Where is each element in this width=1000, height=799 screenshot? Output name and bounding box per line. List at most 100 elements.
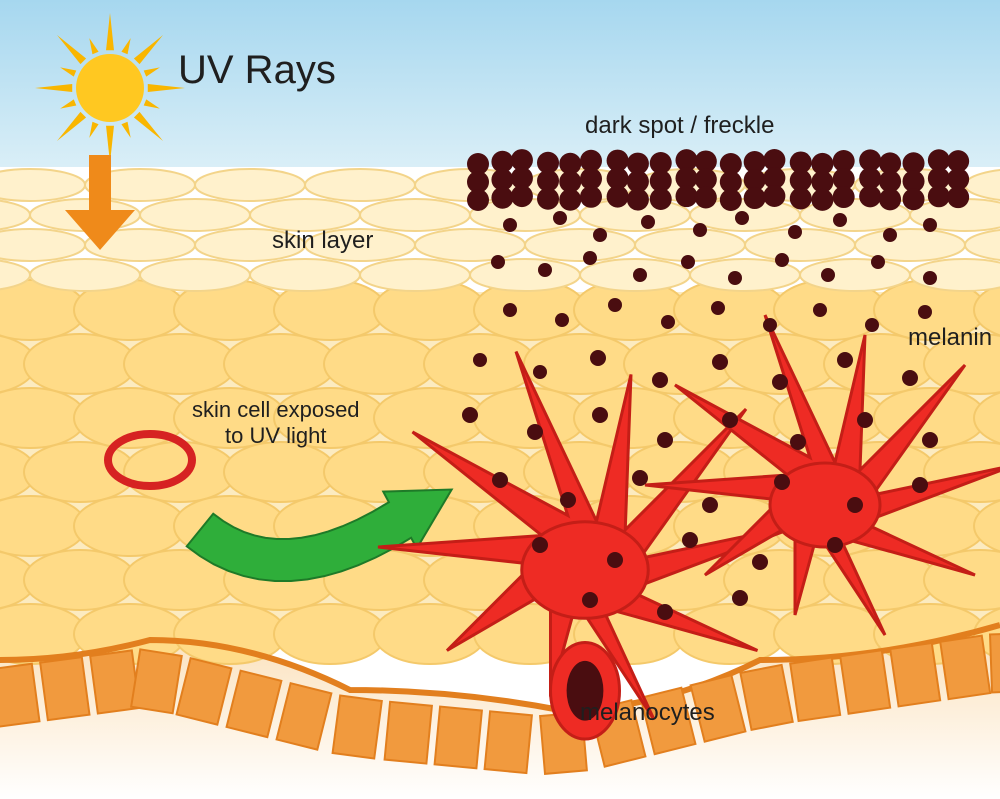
melanin-dot	[772, 374, 788, 390]
melanin-dot	[608, 298, 622, 312]
melanin-dot	[702, 497, 718, 513]
melanin-dot	[879, 188, 901, 210]
melanin-dot	[722, 412, 738, 428]
basement-brick	[0, 664, 39, 727]
melanin-dot	[657, 432, 673, 448]
label-dark-spot: dark spot / freckle	[585, 113, 774, 139]
melanin-dot	[627, 189, 649, 211]
melanin-dot	[735, 211, 749, 225]
melanin-dot	[728, 271, 742, 285]
melanin-dot	[833, 186, 855, 208]
melanin-dot	[607, 552, 623, 568]
melanin-dot	[582, 592, 598, 608]
melanin-dot	[632, 470, 648, 486]
melanin-dot	[711, 301, 725, 315]
melanin-dot	[859, 185, 881, 207]
melanin-dot	[871, 255, 885, 269]
melanin-dot	[607, 186, 629, 208]
melanin-dot	[833, 213, 847, 227]
basement-brick	[940, 636, 990, 699]
melanin-dot	[583, 251, 597, 265]
basement-brick	[40, 657, 89, 720]
melanin-dot	[527, 424, 543, 440]
melanin-dot	[928, 185, 950, 207]
melanin-dot	[462, 407, 478, 423]
melanin-dot	[682, 532, 698, 548]
basement-brick	[385, 702, 432, 764]
melanin-dot	[681, 255, 695, 269]
label-exposed-line2: to UV light	[225, 424, 327, 448]
basement-brick	[333, 696, 382, 759]
melanin-dot	[657, 604, 673, 620]
melanin-dot	[732, 590, 748, 606]
melanin-dot	[790, 187, 812, 209]
basement-brick	[435, 707, 482, 769]
basement-brick	[485, 711, 532, 773]
title-uv-rays: UV Rays	[178, 48, 336, 92]
melanin-dot	[720, 189, 742, 211]
melanin-dot	[857, 412, 873, 428]
basement-brick	[890, 643, 940, 706]
melanin-dot	[813, 303, 827, 317]
melanin-dot	[592, 407, 608, 423]
melanin-dot	[467, 189, 489, 211]
melanin-dot	[593, 228, 607, 242]
melanin-dot	[847, 497, 863, 513]
melanin-dot	[774, 474, 790, 490]
melanin-dot	[511, 185, 533, 207]
melanin-dot	[661, 315, 675, 329]
melanin-dot	[532, 537, 548, 553]
melanin-dot	[918, 305, 932, 319]
basement-brick	[990, 633, 1000, 692]
melanin-dot	[695, 186, 717, 208]
melanin-dot	[555, 313, 569, 327]
melanin-dot	[533, 365, 547, 379]
melanin-dot	[650, 188, 672, 210]
melanin-dot	[912, 477, 928, 493]
melanin-dot	[693, 223, 707, 237]
melanin-dot	[491, 255, 505, 269]
label-exposed-line1: skin cell exposed	[192, 398, 360, 422]
basement-brick	[131, 649, 182, 713]
melanin-dot	[580, 186, 602, 208]
melanin-dot	[811, 189, 833, 211]
melanin-dot	[923, 218, 937, 232]
melanin-dot	[837, 352, 853, 368]
melanin-dot	[712, 354, 728, 370]
melanin-dot	[503, 218, 517, 232]
melanin-dot	[641, 215, 655, 229]
melanin-dot	[491, 187, 513, 209]
melanin-dot	[492, 472, 508, 488]
melanin-dot	[821, 268, 835, 282]
melanin-dot	[744, 187, 766, 209]
melanin-dot	[790, 434, 806, 450]
melanin-dot	[763, 318, 777, 332]
melanin-dot	[775, 253, 789, 267]
basement-brick	[840, 650, 890, 713]
melanin-dot	[883, 228, 897, 242]
melanin-dot	[537, 188, 559, 210]
label-skin-layer: skin layer	[272, 228, 373, 254]
melanin-dot	[902, 370, 918, 386]
melanin-dot	[590, 350, 606, 366]
melanin-dot	[763, 185, 785, 207]
label-melanin: melanin	[908, 325, 992, 351]
melanin-dot	[923, 271, 937, 285]
melanin-dot	[559, 189, 581, 211]
basement-brick	[790, 658, 840, 721]
melanin-dot	[560, 492, 576, 508]
melanin-dot	[903, 188, 925, 210]
label-melanocytes: melanocytes	[580, 700, 715, 726]
melanin-dot	[652, 372, 668, 388]
melanin-dot	[865, 318, 879, 332]
melanin-dot	[752, 554, 768, 570]
melanin-dot	[633, 268, 647, 282]
melanin-dot	[538, 263, 552, 277]
melanin-dot	[788, 225, 802, 239]
melanin-dot	[947, 186, 969, 208]
sun-icon	[76, 54, 144, 122]
melanin-dot	[827, 537, 843, 553]
melanin-dot	[922, 432, 938, 448]
melanin-dot	[675, 185, 697, 207]
melanin-dot	[553, 211, 567, 225]
